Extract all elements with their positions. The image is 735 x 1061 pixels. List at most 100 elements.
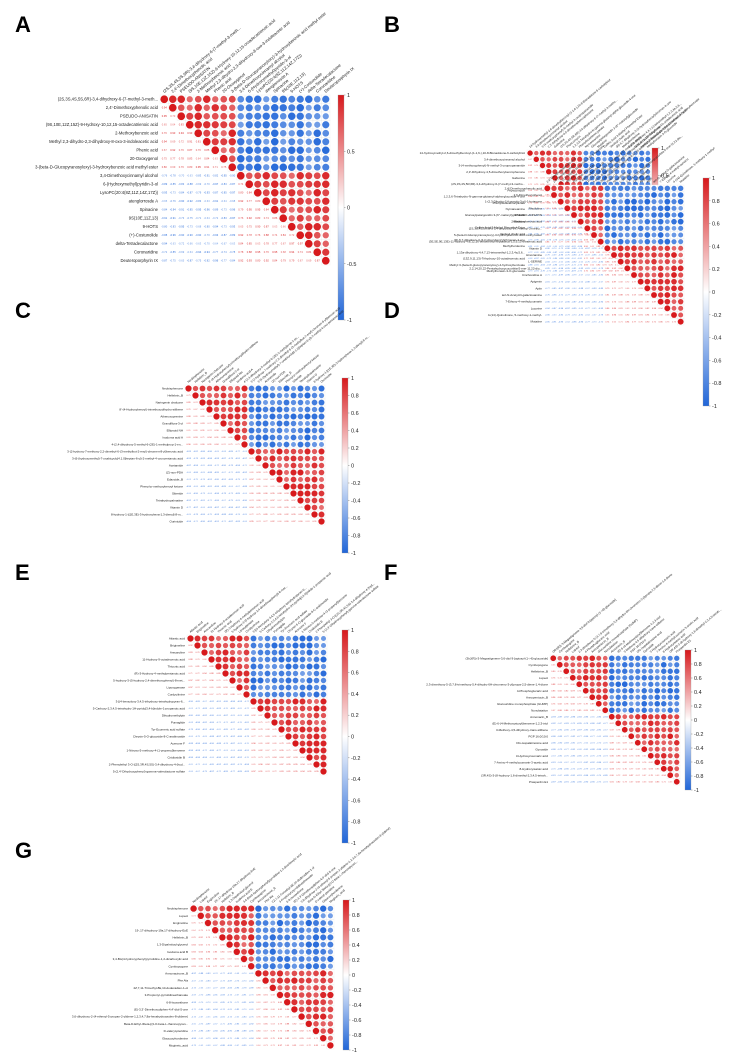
correlation-circle [269, 434, 276, 441]
correlation-value: 0.69 [193, 416, 198, 418]
panel-letter: C [15, 298, 31, 323]
correlation-value: -0.66 [578, 248, 584, 250]
correlation-circle [322, 113, 329, 120]
correlation-circle [313, 1006, 319, 1013]
correlation-circle [254, 129, 262, 137]
correlation-circle [299, 698, 306, 705]
correlation-value: -0.95 [178, 225, 184, 229]
correlation-value: 0.76 [263, 472, 268, 474]
correlation-circle [635, 720, 641, 726]
correlation-circle [262, 112, 270, 120]
correlation-value: 0.92 [188, 645, 193, 647]
correlation-circle [248, 448, 255, 455]
correlation-value: -0.64 [207, 493, 213, 495]
correlation-circle [262, 129, 270, 137]
correlation-circle [305, 1006, 312, 1013]
correlation-circle [641, 662, 647, 668]
correlation-value: -0.95 [223, 771, 229, 773]
correlation-value: -0.93 [249, 1002, 255, 1004]
correlation-circle [255, 963, 262, 970]
correlation-value: -0.87 [223, 715, 229, 717]
correlation-circle [290, 413, 297, 420]
correlation-circle [305, 1020, 312, 1027]
correlation-value: 0.75 [625, 275, 630, 277]
correlation-value: -0.66 [188, 771, 194, 773]
correlation-value: -0.64 [202, 764, 208, 766]
correlation-circle [327, 977, 334, 984]
correlation-value: -0.97 [558, 275, 564, 277]
correlation-circle [236, 656, 243, 663]
correlation-value: 0.75 [162, 157, 168, 161]
correlation-circle [241, 934, 247, 941]
correlation-circle [327, 1006, 334, 1013]
correlation-circle [279, 129, 287, 137]
correlation-value: -0.73 [187, 225, 193, 229]
correlation-value: 0.76 [551, 703, 556, 705]
correlation-value: 0.76 [256, 1016, 261, 1018]
correlation-circle [671, 305, 677, 311]
correlation-value: 0.84 [214, 444, 219, 446]
correlation-value: -0.68 [242, 1024, 248, 1026]
correlation-value: 0.92 [590, 710, 595, 712]
correlation-circle [291, 970, 298, 977]
column-label: Lupeol [199, 895, 209, 904]
correlation-circle [257, 698, 264, 705]
correlation-value: -0.96 [578, 321, 584, 323]
correlation-circle [591, 219, 597, 225]
correlation-value: -0.86 [200, 451, 206, 453]
correlation-circle [320, 677, 327, 684]
correlation-circle [213, 385, 220, 392]
correlation-circle [202, 137, 211, 146]
correlation-circle [589, 655, 596, 662]
correlation-value: 0.69 [186, 437, 191, 439]
correlation-circle [635, 662, 641, 668]
correlation-circle [641, 713, 648, 720]
correlation-value: 0.79 [256, 507, 261, 509]
correlation-circle [611, 198, 617, 205]
correlation-circle [631, 245, 637, 252]
correlation-value: -0.84 [229, 259, 235, 263]
row-label: (9S,10E,12Z,15Z)-9-Hydroxy-10,12,15-octa… [46, 122, 159, 127]
correlation-circle [292, 726, 299, 733]
correlation-value: -0.80 [214, 479, 220, 481]
correlation-value: -0.81 [570, 742, 576, 744]
correlation-circle [292, 670, 299, 677]
correlation-value: 0.79 [605, 288, 610, 290]
correlation-value: 0.95 [255, 208, 261, 212]
correlation-value: -0.66 [557, 762, 563, 764]
correlation-circle [313, 719, 320, 726]
correlation-value: -0.93 [229, 225, 235, 229]
correlation-value: -0.80 [188, 715, 194, 717]
correlation-value: 0.79 [228, 444, 233, 446]
correlation-circle [648, 727, 654, 733]
correlation-value: 0.73 [192, 916, 197, 918]
column-label: Phe Ala [264, 894, 275, 904]
correlation-value: 0.79 [534, 184, 539, 186]
correlation-value: -0.75 [577, 742, 583, 744]
correlation-circle [641, 700, 648, 707]
correlation-circle [262, 905, 269, 912]
correlation-value: 0.74 [577, 690, 582, 692]
correlation-value: -0.73 [590, 768, 596, 770]
correlation-value: 0.65 [534, 171, 539, 173]
correlation-value: -0.74 [206, 1002, 212, 1004]
correlation-circle [564, 175, 570, 181]
correlation-value: -0.69 [200, 472, 206, 474]
correlation-circle [219, 905, 226, 912]
correlation-value: 0.97 [629, 775, 634, 777]
correlation-value: -0.71 [223, 722, 229, 724]
correlation-circle [271, 172, 279, 180]
correlation-value: 0.97 [270, 479, 275, 481]
correlation-value: -0.92 [565, 281, 571, 283]
row-label: 1,2,3,6-Tetrahydro-N-gamma-glutamyl-alph… [444, 195, 526, 199]
correlation-value: -0.65 [161, 199, 167, 203]
correlation-circle [563, 668, 570, 675]
correlation-circle [654, 662, 660, 668]
correlation-value: 0.68 [263, 507, 268, 509]
correlation-circle [615, 681, 622, 688]
correlation-value: -0.77 [564, 749, 570, 751]
correlation-value: 0.95 [572, 241, 577, 243]
correlation-circle [327, 920, 334, 926]
correlation-value: -0.75 [195, 259, 201, 263]
correlation-circle [589, 681, 595, 687]
